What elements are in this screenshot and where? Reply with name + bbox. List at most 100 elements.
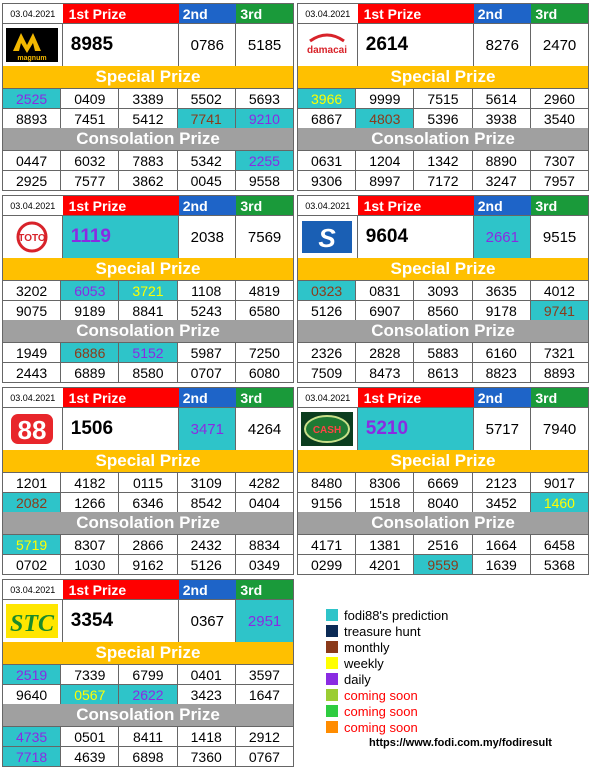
third-prize-number: 4264: [247, 420, 282, 438]
special-prize-number: 9640: [3, 685, 62, 704]
third-prize-number: 9515: [542, 228, 577, 246]
special-prize-number: 7515: [414, 89, 473, 108]
result-card-magnum: 03.04.2021 1st Prize 2nd 3rd magnum 8985 0786 5…: [2, 3, 294, 191]
special-prize-number: 9189: [61, 301, 120, 320]
consolation-prize-number: 2516: [414, 535, 473, 554]
third-prize-label: 3rd: [236, 4, 293, 23]
special-prize-number: 9741: [530, 301, 589, 320]
second-prize-number: 2038: [179, 216, 237, 258]
draw-date: 03.04.2021: [298, 388, 358, 407]
consolation-prize-number: 0767: [248, 748, 280, 765]
special-prize-number: 7339: [61, 665, 120, 684]
second-prize-number: 5717: [474, 408, 532, 450]
special-prize-number: 8542: [178, 493, 236, 512]
special-prize-number: 8040: [414, 493, 473, 512]
legend-label: daily: [344, 671, 371, 687]
consolation-prize-number: 8893: [543, 364, 575, 381]
special-prize-number: 0831: [356, 281, 415, 300]
first-prize-label: 1st Prize: [62, 580, 179, 599]
stc-logo: STC: [3, 600, 63, 642]
consolation-prize-number: 6160: [473, 343, 531, 362]
special-prize-number: 3635: [473, 281, 531, 300]
special-prize-heading: Special Prize: [3, 450, 293, 472]
legend-swatch: [326, 689, 338, 701]
consolation-prize-number: 7509: [298, 363, 357, 382]
special-prize-number: 8480: [298, 473, 357, 492]
first-prize-label: 1st Prize: [357, 4, 474, 23]
consolation-prize-number: 3247: [473, 171, 531, 190]
second-prize-number: 0786: [179, 24, 237, 66]
consolation-prize-number: 8834: [248, 536, 280, 553]
consolation-prize-number: 3862: [119, 171, 178, 190]
special-prize-heading: Special Prize: [298, 450, 588, 472]
draw-date: 03.04.2021: [3, 4, 63, 23]
consolation-prize-heading: Consolation Prize: [3, 512, 293, 534]
consolation-prize-heading: Consolation Prize: [3, 128, 293, 150]
card-header: 03.04.2021 1st Prize 2nd 3rd: [298, 4, 588, 23]
consolation-prize-number: 8823: [473, 363, 531, 382]
special-prize-number: 1460: [530, 493, 589, 512]
third-prize-number: 7569: [247, 228, 282, 246]
special-prize-number: 3540: [543, 110, 575, 127]
special-prize-number: 3938: [473, 109, 531, 128]
special-prize-number: 2082: [3, 493, 62, 512]
special-prize-number: 8893: [3, 109, 62, 128]
consolation-prize-number: 1639: [473, 555, 531, 574]
special-prize-number: 0404: [248, 494, 280, 511]
svg-text:STC: STC: [10, 611, 55, 637]
consolation-prize-number: 5368: [543, 556, 575, 573]
special-prize-heading: Special Prize: [298, 258, 588, 280]
consolation-prize-number: 7577: [61, 171, 120, 190]
special-prize-row: 9156 1518 8040 3452 1460: [298, 492, 589, 512]
consolation-prize-row: 0299 4201 9559 1639 5368: [298, 554, 588, 574]
special-prize-number: 1108: [178, 281, 236, 300]
second-prize-label: 2nd: [178, 4, 237, 23]
card-header: 03.04.2021 1st Prize 2nd 3rd: [298, 388, 588, 407]
special-prize-row: 8893 7451 5412 7741 9210: [3, 108, 294, 128]
consolation-prize-number: 7307: [543, 152, 575, 169]
special-prize-number: 3109: [178, 473, 236, 492]
source-url[interactable]: https://www.fodi.com.my/fodiresult: [369, 737, 552, 749]
consolation-prize-row: 7718 4639 6898 7360 0767: [3, 746, 293, 766]
consolation-prize-number: 2432: [178, 535, 236, 554]
special-prize-number: 8841: [119, 301, 178, 320]
special-prize-number: 8306: [356, 473, 415, 492]
sabah-logo: S: [298, 216, 358, 258]
special-prize-row: 2525 0409 3389 5502 5693: [3, 88, 293, 108]
consolation-prize-number: 9558: [248, 172, 280, 189]
legend-swatch: [326, 625, 338, 637]
consolation-prize-number: 7172: [414, 171, 473, 190]
second-prize-label: 2nd: [178, 388, 237, 407]
card-header: 03.04.2021 1st Prize 2nd 3rd: [3, 580, 293, 599]
draw-date: 03.04.2021: [298, 196, 358, 215]
second-prize-label: 2nd: [178, 196, 237, 215]
special-prize-number: 7741: [177, 109, 236, 128]
consolation-prize-row: 2925 7577 3862 0045 9558: [3, 170, 293, 190]
third-prize-number: 5185: [247, 36, 282, 54]
88-logo: 88: [3, 408, 63, 450]
legend-label: coming soon: [344, 687, 418, 703]
consolation-prize-number: 7360: [178, 747, 236, 766]
special-prize-number: 0567: [61, 685, 120, 704]
first-prize-number: 5210: [357, 408, 475, 450]
consolation-prize-number: 1418: [178, 727, 236, 746]
consolation-prize-number: 8890: [473, 151, 531, 170]
consolation-prize-number: 4171: [298, 535, 357, 554]
result-card-toto: 03.04.2021 1st Prize 2nd 3rd TOTO 1119 2038 756…: [2, 195, 294, 383]
special-prize-number: 0409: [61, 89, 120, 108]
consolation-prize-number: 6898: [119, 747, 178, 766]
top-prizes: S 9604 2661 9515: [298, 215, 588, 258]
special-prize-number: 3966: [298, 89, 357, 108]
consolation-prize-number: 0707: [178, 363, 236, 382]
special-prize-number: 7451: [61, 109, 120, 128]
consolation-prize-row: 0702 1030 9162 5126 0349: [3, 554, 293, 574]
special-prize-number: 9156: [298, 493, 357, 512]
special-prize-number: 3597: [248, 666, 280, 683]
toto-logo: TOTO: [3, 216, 63, 258]
second-prize-label: 2nd: [473, 196, 532, 215]
special-prize-number: 6669: [414, 473, 473, 492]
draw-date: 03.04.2021: [3, 196, 63, 215]
consolation-prize-number: 2866: [119, 535, 178, 554]
special-prize-number: 0401: [178, 665, 236, 684]
result-card-sabah: 03.04.2021 1st Prize 2nd 3rd S 9604 2661 9515 Sp…: [297, 195, 589, 383]
